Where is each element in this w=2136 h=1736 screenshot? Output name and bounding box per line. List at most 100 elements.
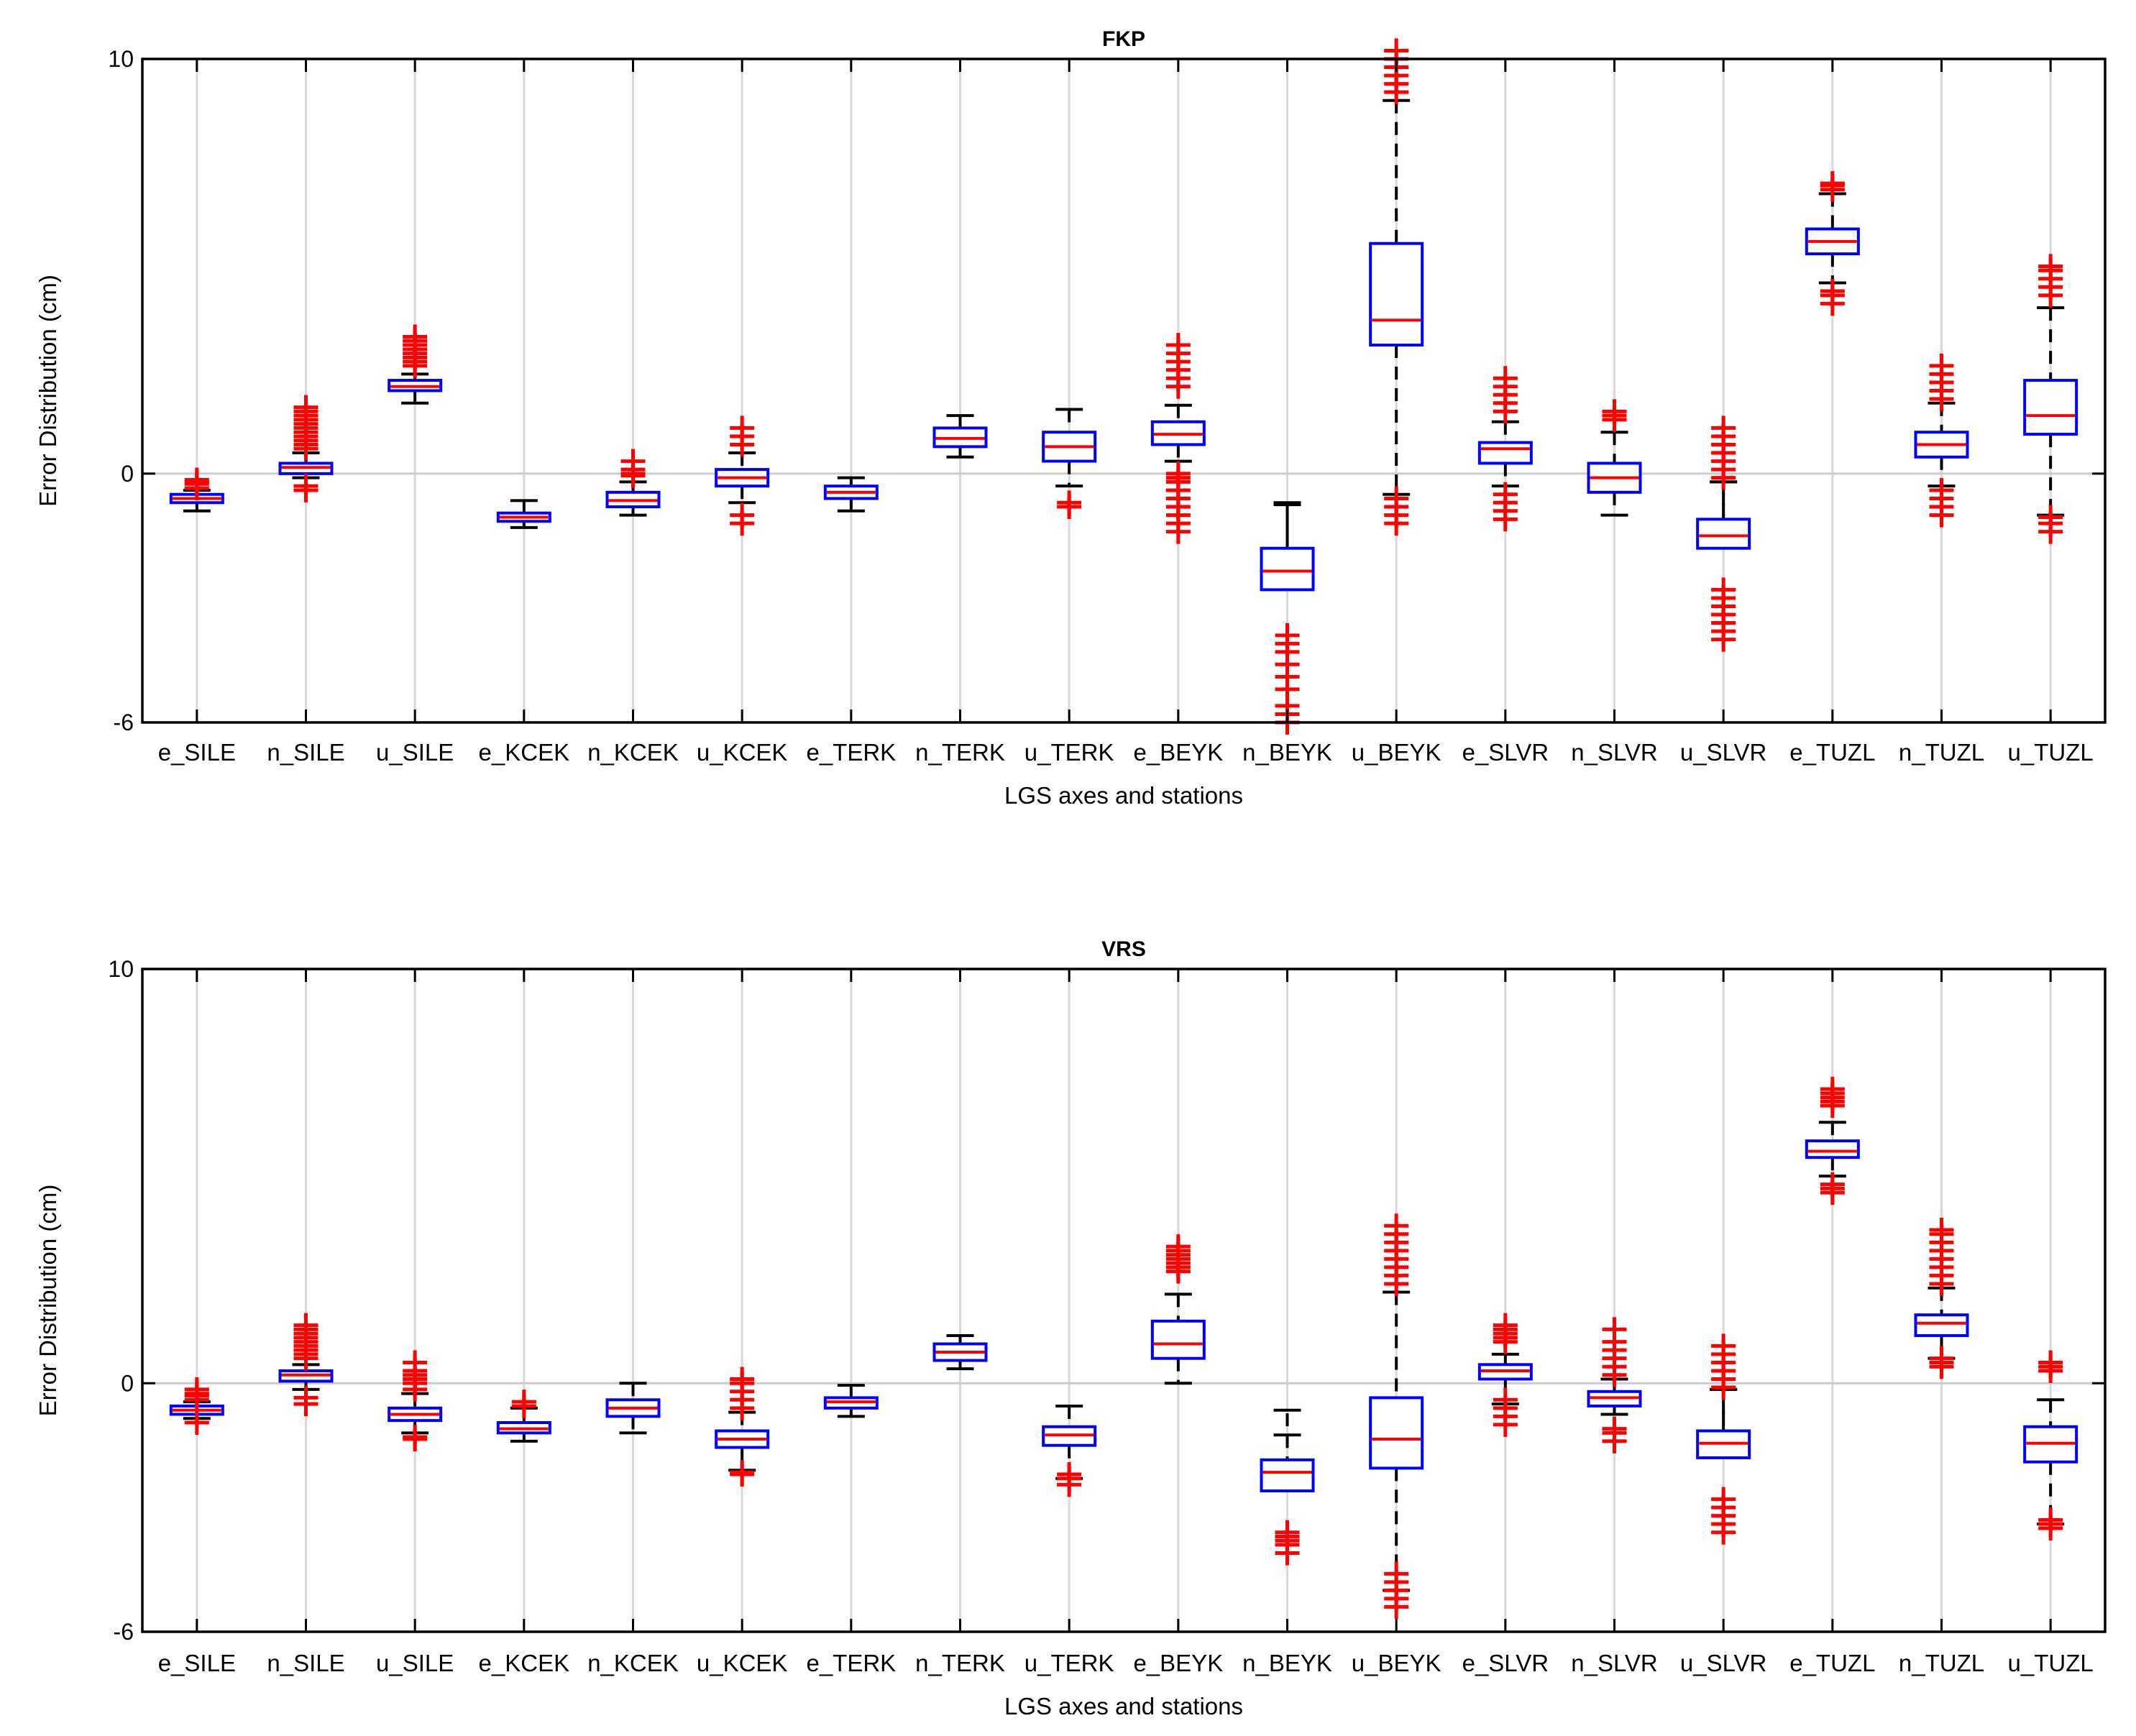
box-u_SILE [388,324,443,405]
x-tick-label: u_SLVR [1680,1650,1766,1676]
outlier-marker [1057,1462,1082,1487]
x-tick-label: u_BEYK [1352,1650,1441,1676]
x-tick-label: n_TERK [915,739,1005,766]
outlier-marker [184,467,209,492]
box-iqr [1914,1313,1969,1337]
x-tick-label: u_TERK [1025,739,1114,766]
axes-frame [141,968,2107,1633]
outlier-marker [293,395,318,420]
outlier-marker [1602,1416,1627,1441]
x-tick-label: n_SLVR [1571,1650,1657,1676]
x-tick-label: e_SILE [158,739,236,766]
x-tick-label: e_KCEK [479,739,570,766]
outlier-marker [1165,461,1191,486]
box-n_SLVR [1587,1317,1642,1453]
x-tick-label: n_BEYK [1242,739,1332,766]
box-u_KCEK [715,415,770,536]
box-u_KCEK [715,1367,770,1487]
outlier-marker [1384,1213,1409,1239]
outlier-marker [2038,254,2063,279]
box-n_SILE [278,1313,334,1417]
outlier-marker [403,1425,428,1450]
x-tick-label: n_KCEK [587,739,679,766]
outlier-marker [1929,1218,1954,1243]
x-tick-label: u_TERK [1025,1650,1114,1676]
outlier-marker [184,1410,209,1435]
x-tick-label: u_KCEK [697,739,788,766]
outlier-marker [403,324,428,349]
x-tick-label: u_SLVR [1680,739,1766,766]
outlier-marker [511,1390,536,1415]
outlier-marker [1493,482,1518,507]
box-e_BEYK [1150,1234,1206,1385]
x-tick-label: e_SLVR [1462,1650,1549,1676]
x-tick-label: e_BEYK [1133,739,1223,766]
box-u_SLVR [1696,415,1751,652]
x-tick-label: e_SILE [158,1650,236,1676]
outlier-marker [184,1377,209,1402]
outlier-marker [730,1460,755,1485]
x-axis-label: LGS axes and stations [1004,782,1243,809]
x-tick-label: u_TUZL [2008,1650,2094,1676]
box-e_TUZL [1805,1077,1860,1205]
outlier-marker [1602,1317,1627,1342]
outlier-marker [1820,1077,1845,1102]
box-u_BEYK [1369,38,1424,536]
box-e_SILE [169,467,224,513]
box-e_KCEK [496,1390,551,1443]
outlier-marker [1929,477,1954,502]
box-iqr [1260,546,1315,592]
x-tick-label: n_TUZL [1899,739,1984,766]
x-tick-label: u_KCEK [697,1650,788,1676]
outlier-marker [1165,1234,1191,1259]
chart-panel-fkp: -6 0 10 e_SILE n_SILE u_SILE e_KCEK n_KCEK u_KCE… [35,27,2107,809]
y-tick-label: -6 [114,709,134,735]
outlier-marker [1711,1333,1736,1359]
box-e_SLVR [1477,1313,1533,1437]
x-tick-label: n_TUZL [1899,1650,1984,1676]
box-n_SLVR [1587,399,1642,517]
box-n_TERK [932,1333,988,1371]
outlier-marker [403,1350,428,1375]
box-u_TUZL [2023,254,2078,544]
outlier-marker [2038,1507,2063,1533]
outlier-marker [293,1313,318,1338]
box-iqr [1696,518,1751,550]
outlier-marker [1929,1346,1954,1371]
x-tick-label: n_SILE [267,739,344,766]
y-tick-label: -6 [114,1619,134,1645]
y-tick-label: 0 [121,461,134,487]
box-u_BEYK [1369,1213,1424,1620]
x-tick-label: e_TUZL [1789,1650,1875,1676]
box-iqr [1805,1139,1860,1159]
box-iqr [1260,1458,1315,1493]
y-axis-label: Error Distribution (cm) [35,1185,61,1417]
box-n_TUZL [1914,353,1969,528]
outlier-marker [1820,279,1845,304]
box-e_TERK [823,476,879,513]
box-e_SILE [169,1377,224,1435]
outlier-marker [1602,399,1627,424]
outlier-marker [730,502,755,528]
outlier-marker [1165,333,1191,358]
box-n_SILE [278,395,334,502]
outlier-marker [1929,353,1954,378]
box-iqr [2023,379,2078,436]
outlier-marker [730,415,755,441]
box-n_BEYK [1260,1408,1315,1566]
y-tick-label: 10 [108,46,134,72]
outlier-marker [293,1385,318,1410]
chart-title: FKP [1102,27,1145,51]
x-tick-label: e_SLVR [1462,739,1549,766]
outlier-marker [1711,415,1736,441]
box-e_TERK [823,1384,879,1418]
box-e_BEYK [1150,333,1206,544]
x-tick-label: e_TUZL [1789,739,1875,766]
x-tick-label: n_TERK [915,1650,1005,1676]
chart-panel-vrs: -6 0 10 e_SILE n_SILE u_SILE e_KCEK n_KCEK u_KCE… [35,937,2107,1719]
x-tick-label: e_BEYK [1133,1650,1223,1676]
box-iqr [1477,441,1533,465]
outlier-marker [730,1367,755,1392]
x-tick-label: n_SLVR [1571,739,1657,766]
